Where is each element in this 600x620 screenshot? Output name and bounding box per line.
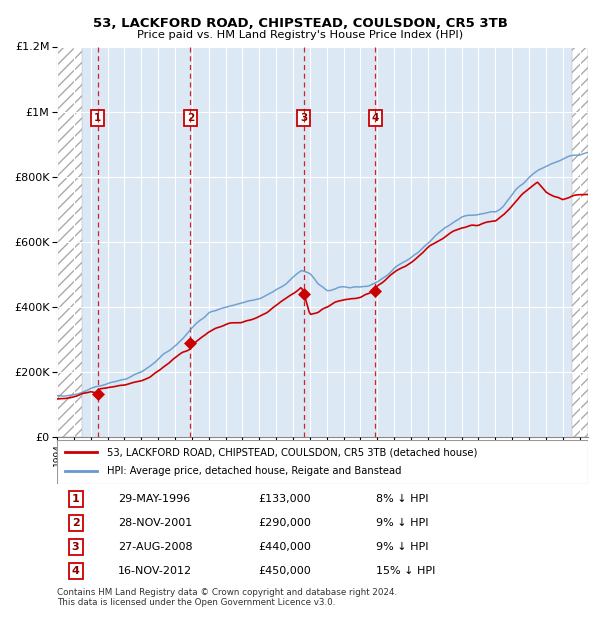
Text: 53, LACKFORD ROAD, CHIPSTEAD, COULSDON, CR5 3TB (detached house): 53, LACKFORD ROAD, CHIPSTEAD, COULSDON, …: [107, 448, 478, 458]
Text: 53, LACKFORD ROAD, CHIPSTEAD, COULSDON, CR5 3TB: 53, LACKFORD ROAD, CHIPSTEAD, COULSDON, …: [92, 17, 508, 30]
Bar: [57, 46, 82, 437]
Text: £133,000: £133,000: [259, 494, 311, 503]
FancyBboxPatch shape: [57, 440, 588, 484]
Text: 9% ↓ HPI: 9% ↓ HPI: [376, 542, 428, 552]
Text: 15% ↓ HPI: 15% ↓ HPI: [376, 566, 435, 576]
Bar: [57, 46, 82, 437]
Text: 3: 3: [72, 542, 79, 552]
Text: 4: 4: [371, 113, 379, 123]
Text: 9% ↓ HPI: 9% ↓ HPI: [376, 518, 428, 528]
Bar: [572, 46, 588, 437]
Text: 27-AUG-2008: 27-AUG-2008: [118, 542, 193, 552]
Text: £440,000: £440,000: [259, 542, 311, 552]
Text: Price paid vs. HM Land Registry's House Price Index (HPI): Price paid vs. HM Land Registry's House …: [137, 30, 463, 40]
Text: 8% ↓ HPI: 8% ↓ HPI: [376, 494, 428, 503]
Text: £450,000: £450,000: [259, 566, 311, 576]
Text: 2: 2: [72, 518, 79, 528]
Text: 3: 3: [301, 113, 308, 123]
Text: 1: 1: [94, 113, 101, 123]
Text: 28-NOV-2001: 28-NOV-2001: [118, 518, 193, 528]
Text: 1: 1: [72, 494, 79, 503]
Text: Contains HM Land Registry data © Crown copyright and database right 2024.
This d: Contains HM Land Registry data © Crown c…: [57, 588, 397, 607]
Bar: [572, 46, 588, 437]
Text: HPI: Average price, detached house, Reigate and Banstead: HPI: Average price, detached house, Reig…: [107, 466, 402, 476]
Text: 4: 4: [71, 566, 80, 576]
Text: 2: 2: [187, 113, 194, 123]
Text: 16-NOV-2012: 16-NOV-2012: [118, 566, 192, 576]
Text: 29-MAY-1996: 29-MAY-1996: [118, 494, 190, 503]
Text: £290,000: £290,000: [259, 518, 311, 528]
